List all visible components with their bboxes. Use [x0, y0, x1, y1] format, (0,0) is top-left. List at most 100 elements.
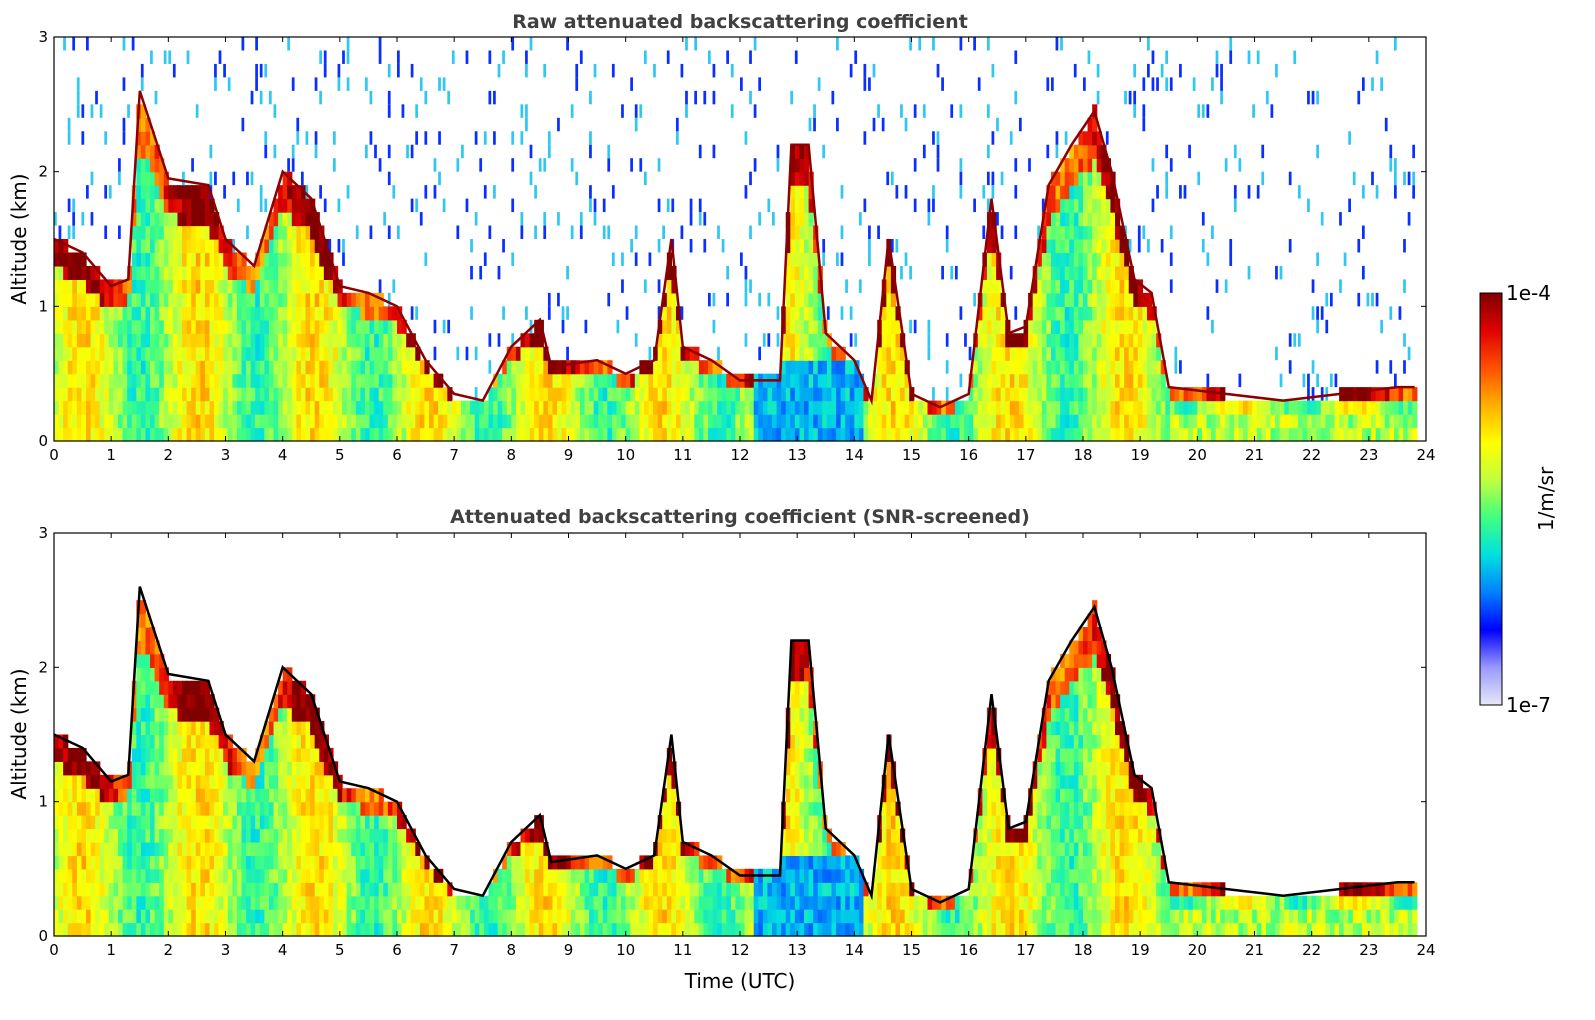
panel-screened-heat-cell [72, 909, 78, 924]
panel-raw-heat-cell [525, 427, 531, 442]
panel-screened-heat-cell [515, 882, 522, 897]
panel-raw-heat-cell [1128, 414, 1134, 429]
panel-raw-heat-cell [300, 306, 307, 321]
panel-raw-heat-cell [1133, 333, 1139, 348]
panel-raw-layer-top-line [53, 90, 1415, 409]
panel-screened-heat-cell [63, 761, 69, 776]
panel-raw-heat-cell [996, 427, 1002, 442]
panel-raw-heat-cell [977, 373, 983, 388]
panel-raw-noise-cell [721, 239, 725, 253]
panel-screened-heat-cell [369, 828, 375, 843]
panel-screened-heat-cell [264, 721, 270, 736]
panel-screened-heat-cell [214, 707, 220, 722]
panel-raw-heat-cell [456, 414, 462, 429]
panel-screened-heat-cell [360, 855, 366, 870]
panel-raw-heat-cell [291, 265, 297, 280]
panel-screened-heat-cell [438, 882, 444, 897]
panel-screened-heat-cell [195, 868, 201, 883]
panel-screened-heat-cell [54, 841, 60, 856]
panel-raw-heat-cell [264, 387, 270, 402]
panel-raw-noise-cell [525, 306, 528, 320]
panel-raw-heat-cell [804, 171, 810, 186]
panel-raw-heat-cell [886, 265, 892, 280]
panel-raw-noise-cell [1371, 292, 1374, 307]
panel-raw-noise-cell [163, 50, 167, 64]
panel-screened-heat-cell [351, 855, 357, 870]
panel-raw-heat-cell [159, 373, 165, 388]
panel-screened-heat-cell [200, 841, 206, 856]
panel-raw-heat-cell [790, 319, 796, 334]
panel-raw-heat-cell [319, 319, 325, 334]
panel-screened-heat-cell [81, 855, 87, 870]
panel-raw-noise-cell [1096, 90, 1100, 105]
panel-raw-noise-cell [1307, 198, 1310, 213]
panel-raw-heat-cell [1055, 225, 1061, 240]
panel-raw-heat-cell [392, 333, 398, 348]
panel-raw-heat-cell [278, 333, 284, 348]
panel-raw-heat-cell [762, 414, 769, 429]
panel-raw-heat-cell [415, 346, 421, 361]
panel-screened-heat-cell [58, 868, 64, 883]
panel-screened-heat-cell [81, 815, 87, 830]
panel-raw-heat-cell [99, 400, 105, 415]
panel-raw-heat-cell [794, 279, 801, 294]
panel-raw-heat-cell [209, 306, 215, 321]
panel-raw-heat-cell [374, 373, 380, 388]
panel-raw-heat-cell [1188, 387, 1194, 402]
panel-screened-heat-cell [136, 680, 142, 695]
panel-raw-heat-cell [1000, 387, 1006, 402]
panel-raw-heat-cell [1343, 414, 1349, 429]
panel-raw-heat-cell [790, 427, 796, 442]
panel-raw-heat-cell [273, 306, 279, 321]
panel-screened-heat-cell [168, 707, 174, 722]
panel-raw-heat-cell [474, 400, 480, 415]
panel-raw-heat-cell [81, 346, 87, 361]
panel-screened-heat-cell [323, 774, 329, 789]
panel-raw-heat-cell [639, 414, 645, 429]
panel-raw-heat-cell [95, 265, 101, 280]
panel-raw-heat-cell [1124, 373, 1130, 388]
panel-raw-heat-cell [1073, 144, 1080, 159]
panel-screened-heat-cell [122, 801, 128, 816]
panel-raw-noise-cell [918, 37, 922, 51]
panel-raw-noise-cell [346, 185, 350, 199]
panel-raw-heat-cell [744, 427, 750, 442]
panel-raw-noise-cell [936, 63, 940, 78]
panel-raw-heat-cell [1398, 400, 1404, 415]
panel-screened-heat-cell [401, 841, 407, 856]
panel-raw-heat-cell [410, 400, 416, 415]
panel-raw-heat-cell [122, 306, 128, 321]
panel-raw-noise-cell [337, 198, 341, 213]
panel-raw-heat-cell [982, 360, 988, 375]
panel-screened-heat-cell [291, 734, 297, 749]
panel-raw-heat-cell [1101, 373, 1107, 388]
panel-raw-heat-cell [685, 360, 691, 375]
panel-raw-heat-cell [1110, 239, 1116, 254]
panel-raw-heat-cell [95, 387, 101, 402]
panel-raw-heat-cell [195, 400, 201, 415]
panel-raw-heat-cell [1288, 400, 1294, 415]
panel-screened-heat-cell [419, 895, 426, 910]
panel-screened-heat-cell [145, 747, 151, 762]
panel-screened-heat-cell [108, 909, 115, 924]
panel-raw-noise-cell [511, 131, 515, 145]
panel-raw-heat-cell [1179, 400, 1185, 415]
panel-screened-heat-cell [204, 734, 211, 749]
panel-raw-heat-cell [790, 158, 796, 173]
panel-raw-heat-cell [54, 239, 60, 254]
panel-screened-heat-cell [497, 922, 503, 937]
panel-raw-heat-cell [236, 265, 243, 280]
panel-raw-heat-cell [1083, 360, 1089, 375]
panel-raw-heat-cell [785, 265, 791, 280]
panel-screened-heat-cell [287, 734, 293, 749]
panel-raw-heat-cell [1096, 387, 1102, 402]
panel-raw-heat-cell [429, 373, 435, 388]
panel-screened-heat-cell [191, 747, 197, 762]
panel-raw-heat-cell [767, 400, 773, 415]
panel-raw-heat-cell [1096, 427, 1102, 442]
panel-raw-heat-cell [675, 319, 682, 334]
panel-raw-heat-cell [1092, 373, 1098, 388]
panel-screened-heat-cell [95, 909, 101, 924]
panel-raw-heat-cell [1041, 346, 1048, 361]
panel-screened-heat-cell [232, 841, 238, 856]
